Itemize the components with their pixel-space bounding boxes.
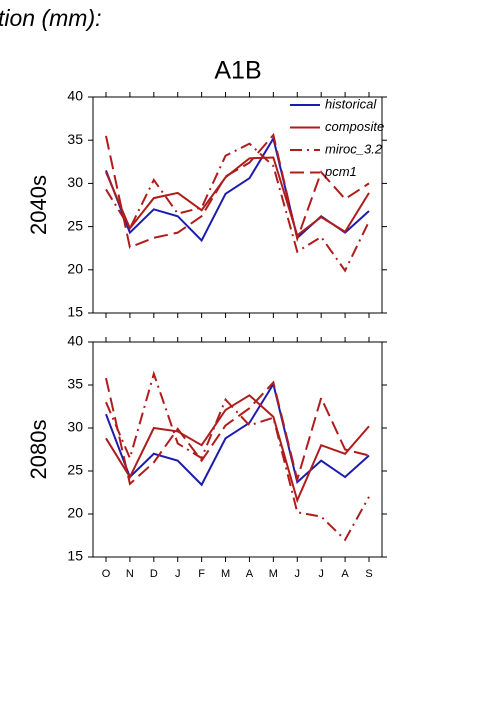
legend-label: miroc_3.2 <box>325 141 383 156</box>
y-tick-label: 20 <box>67 261 83 277</box>
y-tick-label: 40 <box>67 333 83 349</box>
y-tick-label: 35 <box>67 376 83 392</box>
series-line <box>105 394 370 504</box>
x-tick-label: M <box>221 568 230 580</box>
y-tick-label: 35 <box>67 131 83 147</box>
y-tick-label: 30 <box>67 419 83 435</box>
caption: tion (mm): <box>0 5 102 31</box>
x-tick-label: M <box>269 568 278 580</box>
x-tick-label: A <box>341 568 349 580</box>
plot-frame <box>92 96 383 314</box>
plot-frame <box>92 341 383 558</box>
chart-title: A1B <box>214 57 261 85</box>
y-tick-label: 40 <box>67 88 83 104</box>
series-line <box>105 142 370 273</box>
x-tick-label: J <box>295 568 301 580</box>
legend-label: pcm1 <box>324 164 357 179</box>
y-tick-label: 15 <box>67 304 83 320</box>
x-tick-label: J <box>175 568 181 580</box>
y-tick-label: 25 <box>67 217 83 233</box>
y-axis-label: 2040s <box>26 175 51 235</box>
series-line <box>105 156 370 237</box>
y-tick-label: 30 <box>67 174 83 190</box>
x-tick-label: F <box>198 568 205 580</box>
y-axis-label: 2080s <box>26 420 51 480</box>
legend-label: historical <box>325 96 377 111</box>
y-tick-label: 20 <box>67 505 83 521</box>
x-tick-label: D <box>150 568 158 580</box>
x-tick-label: N <box>126 568 134 580</box>
series-line <box>105 381 370 487</box>
series-line <box>105 377 370 486</box>
x-tick-label: O <box>102 568 111 580</box>
series-line <box>105 370 370 542</box>
x-tick-label: A <box>246 568 254 580</box>
series-line <box>105 132 370 249</box>
y-tick-label: 25 <box>67 462 83 478</box>
legend-label: composite <box>325 119 384 134</box>
x-tick-label: S <box>365 568 372 580</box>
y-tick-label: 15 <box>67 548 83 564</box>
x-tick-label: J <box>318 568 324 580</box>
